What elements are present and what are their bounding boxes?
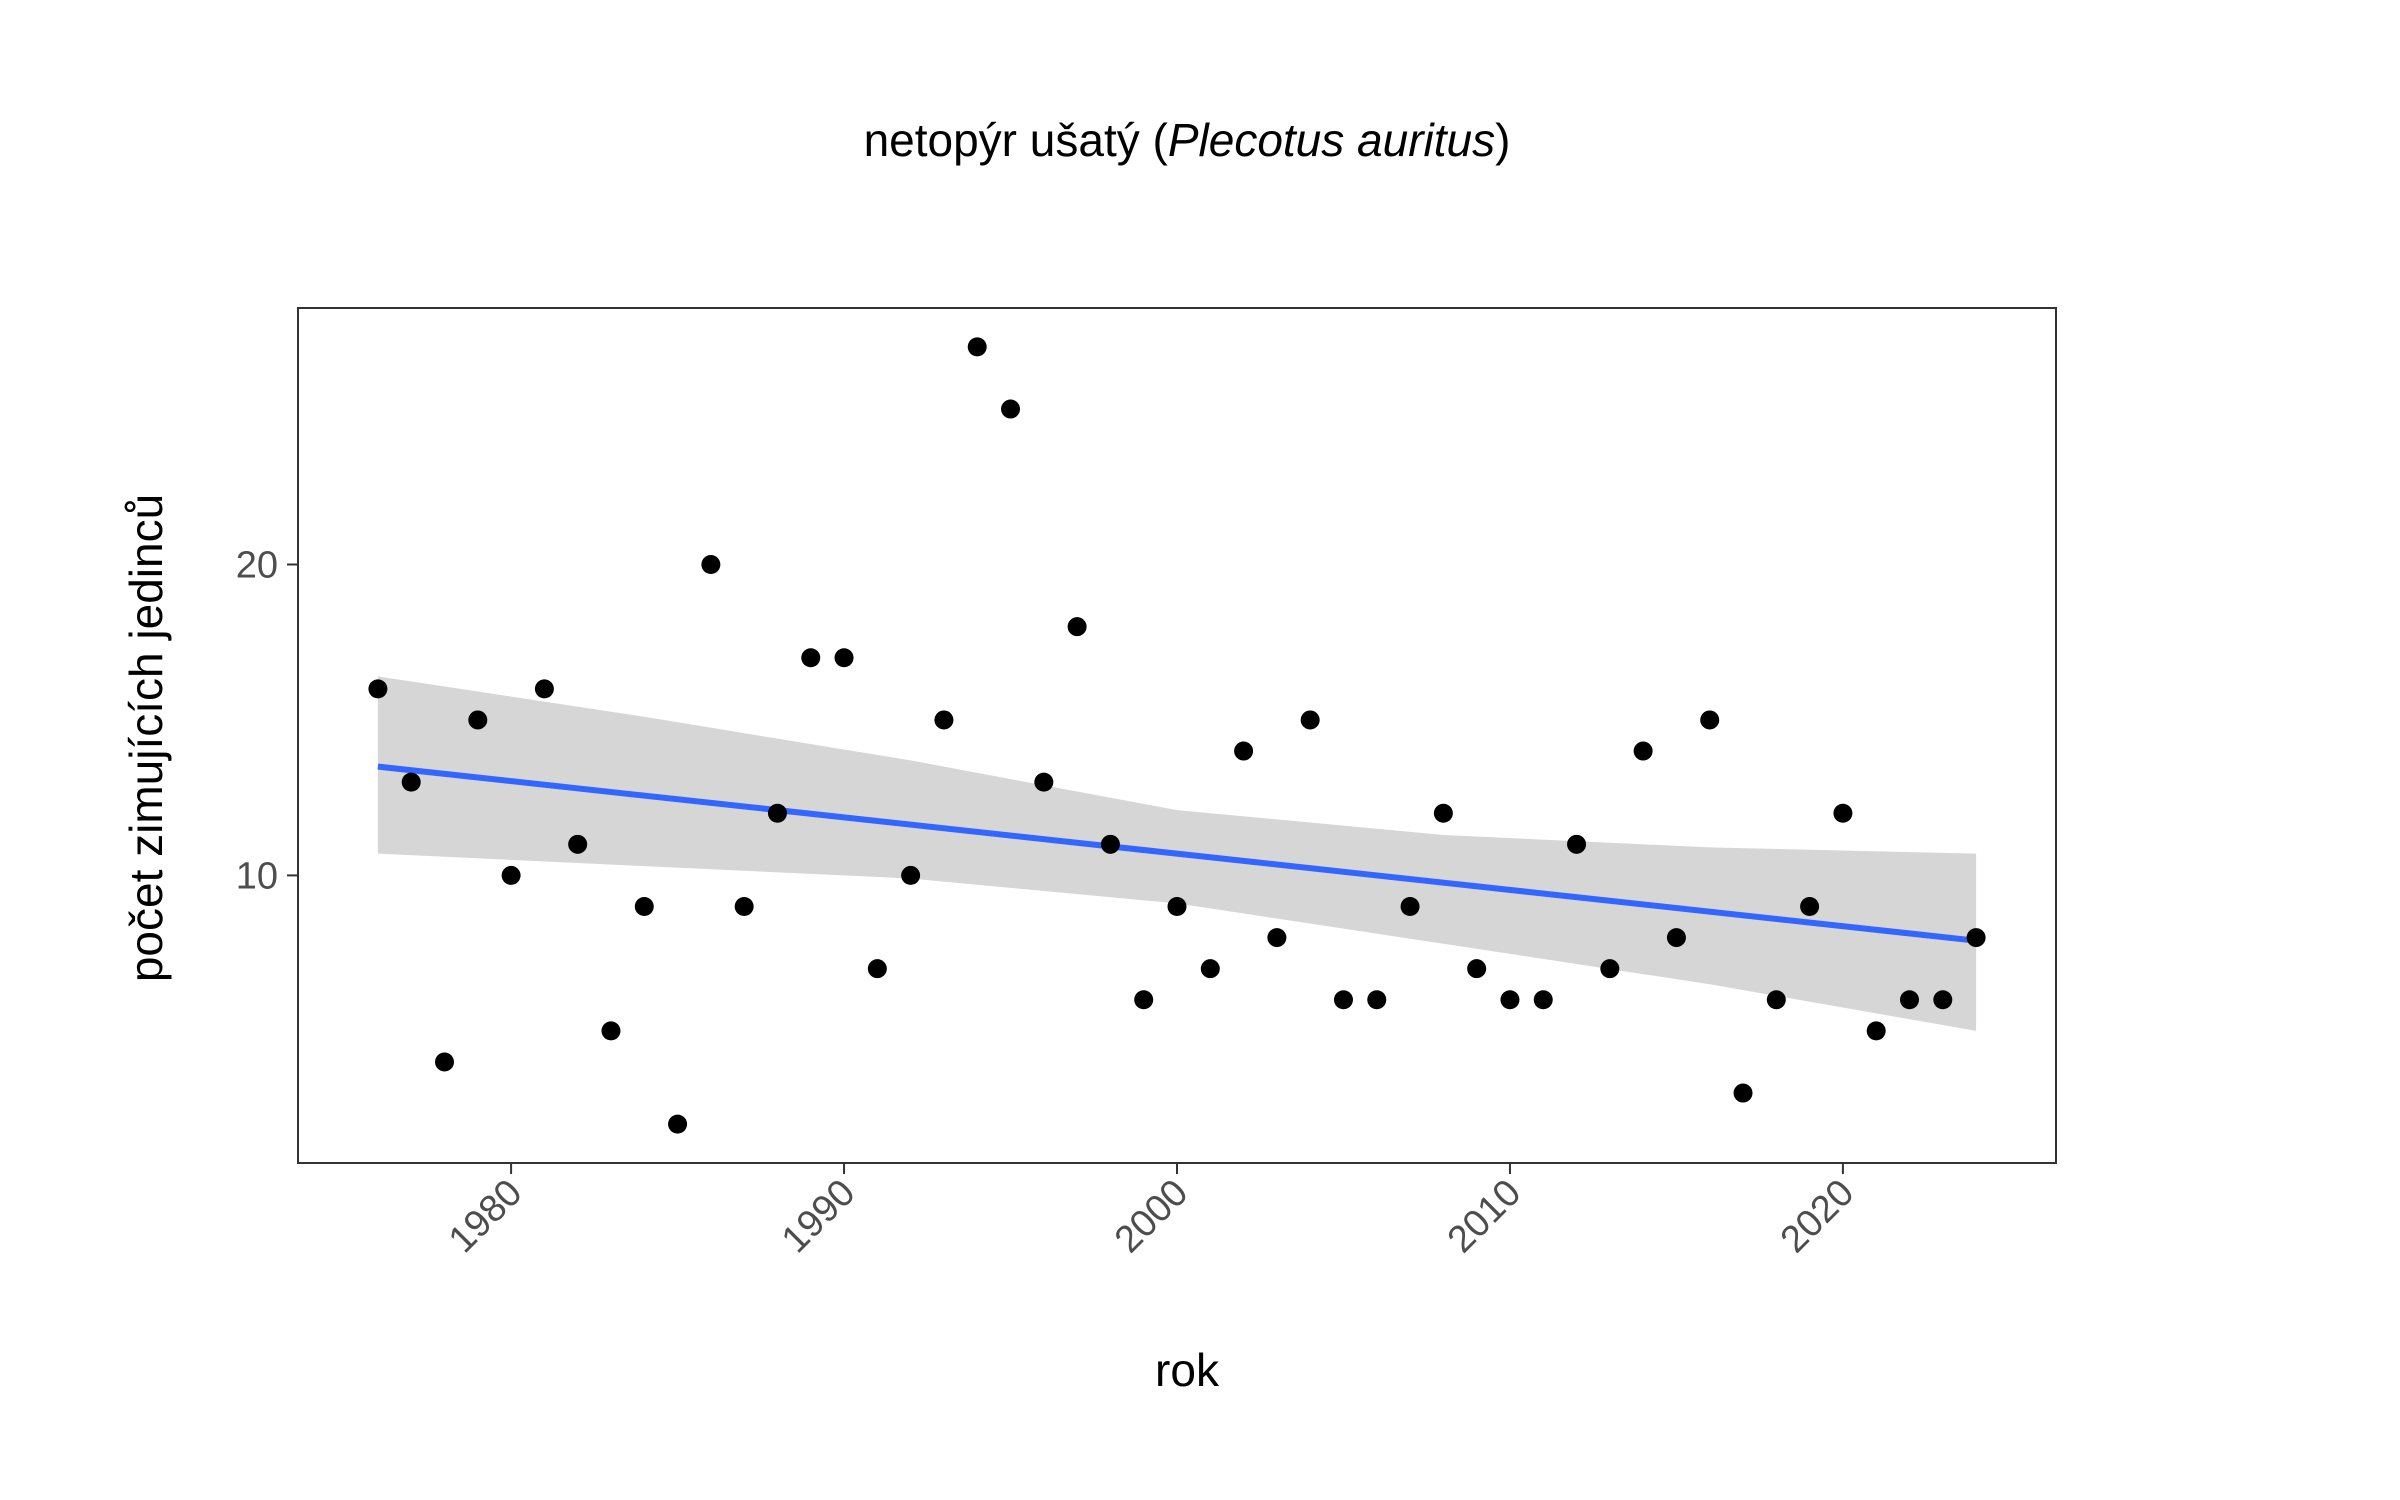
data-point [501,865,521,885]
data-point [435,1052,454,1072]
data-point [1833,803,1853,823]
data-point [1733,1083,1753,1103]
x-tick-label: 1980 [441,1172,530,1261]
data-point [1933,990,1953,1010]
data-point [867,959,887,979]
data-point [1234,741,1254,761]
data-point [1067,617,1087,637]
data-point [1900,990,1919,1010]
data-point [401,772,421,792]
x-tick-label: 1990 [774,1172,863,1261]
data-point [1567,834,1587,854]
data-point [601,1021,621,1041]
data-point [1200,959,1220,979]
data-point [734,897,754,916]
data-point [634,897,654,916]
data-point [1433,803,1453,823]
y-tick-label: 20 [236,545,278,587]
data-point [767,803,787,823]
data-point [1800,897,1820,916]
trend-line-layer [377,763,1977,944]
data-point [1367,990,1387,1010]
chart-title-species: Plecotus auritus [1168,114,1495,166]
data-point [1300,710,1320,730]
x-tick-label: 2020 [1773,1172,1862,1261]
data-point [1700,710,1720,730]
data-point [1633,741,1653,761]
data-point [834,648,854,668]
data-point [1966,928,1986,948]
data-point [1400,897,1420,916]
x-tick-label: 2000 [1107,1172,1196,1261]
y-tick-label: 10 [236,855,278,897]
chart-title-prefix: netopýr ušatý ( [864,114,1169,166]
data-point [901,865,921,885]
data-point [1533,990,1553,1010]
chart-title-suffix: ) [1495,114,1510,166]
data-point [534,679,554,699]
data-point [1467,959,1487,979]
data-points-layer [368,337,1986,1134]
data-point [1267,928,1287,948]
trend-line [377,763,1977,944]
data-point [1766,990,1786,1010]
data-point [934,710,954,730]
data-point [701,555,721,574]
chart-title: netopýr ušatý (Plecotus auritus) [864,114,1511,166]
data-point [967,337,987,357]
data-point [1500,990,1520,1010]
data-point [1034,772,1054,792]
data-point [1134,990,1154,1010]
data-point [668,1114,688,1134]
data-point [1600,959,1620,979]
x-axis-title: rok [1155,1344,1220,1396]
data-point [1866,1021,1886,1041]
y-axis: 10 20 [236,545,298,897]
data-point [368,679,388,699]
y-axis-title: počet zimujících jedinců [120,494,172,982]
data-point [801,648,821,668]
data-point [1001,399,1021,419]
data-point [1333,990,1353,1010]
x-axis: 1980 1990 2000 2010 2020 [441,1163,1862,1261]
data-point [1167,897,1187,916]
data-point [568,834,588,854]
data-point [1666,928,1686,948]
x-tick-label: 2010 [1440,1172,1529,1261]
data-point [1100,834,1120,854]
data-point [468,710,488,730]
